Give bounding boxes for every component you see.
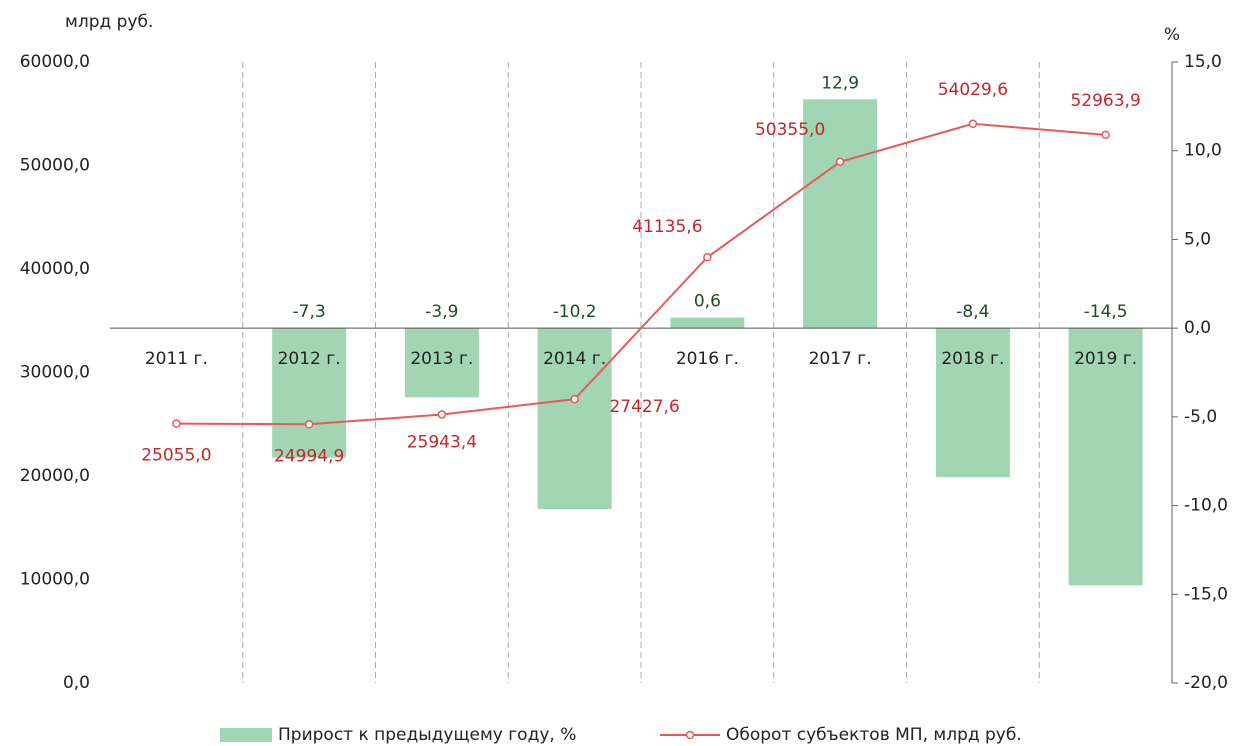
line-value-label: 27427,6	[609, 397, 679, 417]
x-tick-label: 2017 г.	[809, 349, 872, 369]
line-value-label: 25943,4	[407, 432, 477, 452]
legend-label: Прирост к предыдущему году, %	[278, 725, 576, 745]
bar-value-label: 0,6	[694, 291, 721, 311]
y2-tick-label: -5,0	[1184, 407, 1217, 427]
y2-axis-label: %	[1164, 25, 1180, 45]
y-tick-label: 10000,0	[20, 570, 90, 590]
x-tick-label: 2012 г.	[278, 349, 341, 369]
x-tick-label: 2014 г.	[543, 349, 606, 369]
line-marker	[835, 157, 845, 167]
x-tick-label: 2016 г.	[676, 349, 739, 369]
bar-value-label: 12,9	[821, 73, 859, 93]
line-value-label: 25055,0	[141, 446, 211, 466]
line-marker	[703, 252, 712, 262]
line-value-label: 52963,9	[1070, 91, 1140, 111]
line-marker	[304, 420, 314, 429]
line-value-label: 41135,6	[632, 217, 702, 237]
y2-tick-label: -10,0	[1184, 496, 1228, 516]
legend-label: Оборот субъектов МП, млрд руб.	[726, 725, 1022, 745]
y-tick-label: 40000,0	[20, 259, 90, 279]
legend-marker	[685, 730, 695, 740]
line-marker	[1101, 130, 1110, 140]
line-marker	[437, 410, 447, 419]
y2-tick-label: 15,0	[1184, 52, 1222, 72]
bar	[670, 317, 745, 329]
bar	[803, 99, 878, 329]
line	[176, 122, 1106, 426]
y-tick-label: 50000,0	[20, 156, 90, 176]
y2-tick-label: 0,0	[1184, 318, 1211, 338]
y2-tick-label: 5,0	[1184, 229, 1211, 249]
y2-tick-label: -20,0	[1184, 673, 1228, 693]
line-marker	[968, 119, 978, 129]
y-tick-label: 30000,0	[20, 363, 90, 383]
y-tick-label: 0,0	[63, 673, 90, 693]
bar-value-label: -8,4	[956, 302, 989, 322]
y2-tick-label: 10,0	[1184, 141, 1222, 161]
bar-value-label: -3,9	[425, 302, 458, 322]
line-value-label: 24994,9	[274, 446, 344, 466]
line-marker	[570, 394, 579, 404]
bar	[272, 328, 347, 458]
y-axis-label: млрд руб.	[65, 12, 153, 32]
bar	[537, 328, 612, 510]
legend-swatch	[220, 728, 272, 742]
y2-tick-label: -15,0	[1184, 584, 1228, 604]
bar-value-label: -10,2	[553, 302, 597, 322]
x-tick-label: 2013 г.	[410, 349, 473, 369]
line-value-label: 50355,0	[755, 120, 825, 140]
line-marker	[172, 419, 181, 428]
x-tick-label: 2011 г.	[145, 349, 208, 369]
y-tick-label: 60000,0	[20, 52, 90, 72]
line-value-label: 54029,6	[938, 80, 1008, 100]
x-tick-label: 2018 г.	[941, 349, 1004, 369]
bar	[404, 328, 479, 398]
bar-value-label: -14,5	[1084, 302, 1128, 322]
bar	[1068, 328, 1143, 586]
y-tick-label: 20000,0	[20, 466, 90, 486]
x-tick-label: 2019 г.	[1074, 349, 1137, 369]
bar-value-label: -7,3	[293, 302, 326, 322]
bar	[935, 328, 1010, 478]
